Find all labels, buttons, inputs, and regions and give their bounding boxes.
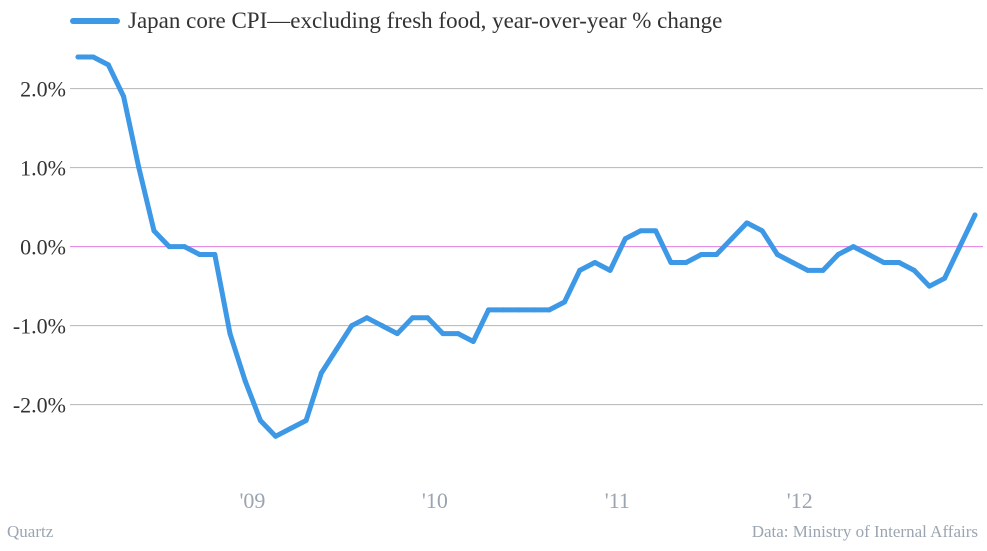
data-point [714,252,720,258]
data-point [972,212,978,218]
data-point [273,433,279,439]
data-point [622,236,628,242]
data-point [531,307,537,313]
data-point [197,252,203,258]
y-tick-label: -2.0% [13,393,66,418]
data-point [425,315,431,321]
data-point [75,54,81,60]
data-point [577,267,583,273]
data-point [257,417,263,423]
data-point [364,315,370,321]
data-point [881,259,887,265]
data-point [181,244,187,250]
y-tick-label: 2.0% [20,77,66,102]
data-point [759,228,765,234]
data-point [470,338,476,344]
data-point [227,331,233,337]
footer-source: Quartz [7,522,54,541]
data-point [668,259,674,265]
data-point [638,228,644,234]
y-tick-label: -1.0% [13,314,66,339]
data-point [394,331,400,337]
data-point [957,244,963,250]
series-line [75,54,978,439]
data-point [501,307,507,313]
data-point [562,299,568,305]
data-point [729,236,735,242]
data-point [440,331,446,337]
data-point [485,307,491,313]
x-tick-label: '12 [787,488,813,513]
data-point [333,346,339,352]
legend: Japan core CPI—excluding fresh food, yea… [70,6,722,36]
data-point [379,323,385,329]
data-point [653,228,659,234]
footer-credit: Data: Ministry of Internal Affairs [751,522,978,541]
data-point [516,307,522,313]
data-point [546,307,552,313]
legend-swatch [70,18,120,24]
data-point [455,331,461,337]
data-point [136,165,142,171]
data-point [212,252,218,258]
data-point [166,244,172,250]
data-point [242,378,248,384]
data-point [288,425,294,431]
data-point [607,267,613,273]
data-point [698,252,704,258]
y-tick-label: 0.0% [20,235,66,260]
data-point [592,259,598,265]
data-point [790,259,796,265]
data-point [850,244,856,250]
x-tick-label: '10 [422,488,448,513]
data-point [820,267,826,273]
data-point [866,252,872,258]
data-point [744,220,750,226]
data-point [683,259,689,265]
data-point [926,283,932,289]
data-point [121,94,127,100]
x-tick-label: '11 [605,488,630,513]
data-point [805,267,811,273]
legend-label: Japan core CPI—excluding fresh food, yea… [128,8,723,33]
data-point [349,323,355,329]
y-tick-label: 1.0% [20,156,66,181]
x-tick-label: '09 [239,488,265,513]
data-point [896,259,902,265]
data-point [318,370,324,376]
data-point [90,54,96,60]
data-point [105,62,111,68]
data-point [409,315,415,321]
data-point [774,252,780,258]
data-point [942,275,948,281]
data-point [911,267,917,273]
data-point [835,252,841,258]
data-point [151,228,157,234]
data-point [303,417,309,423]
